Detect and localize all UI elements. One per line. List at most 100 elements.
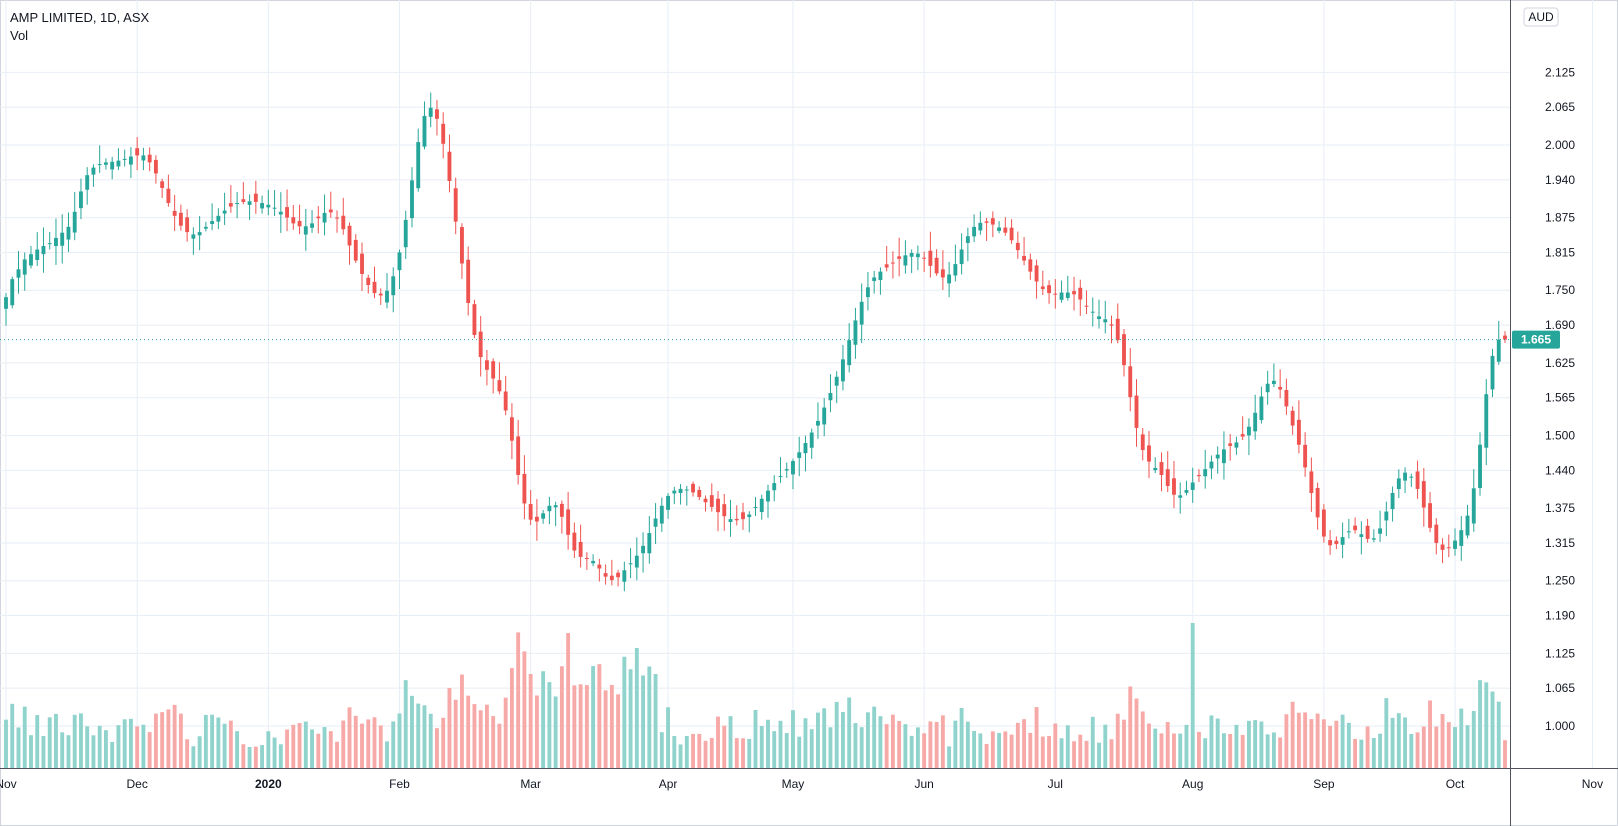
candle-up (803, 443, 808, 454)
candle-up (1222, 449, 1226, 464)
volume-bar (391, 721, 396, 768)
x-tick-label: Jul (1048, 777, 1063, 791)
volume-bar (497, 723, 502, 768)
volume-bar (153, 713, 158, 768)
volume-bar (566, 633, 571, 768)
volume-bar (703, 740, 708, 768)
candle-down (160, 181, 165, 188)
candle-up (35, 249, 40, 260)
candle-up (210, 221, 215, 225)
candle-down (1428, 503, 1432, 528)
volume-bar (509, 668, 514, 768)
candle-up (1190, 482, 1195, 490)
volume-bar (378, 725, 383, 768)
volume-bar (1503, 740, 1507, 768)
y-tick-label: 1.690 (1545, 318, 1575, 332)
volume-bar (1190, 623, 1195, 768)
candle-up (41, 246, 46, 255)
volume-bar (584, 685, 589, 768)
volume-bar (1034, 707, 1039, 768)
candle-down (253, 193, 258, 202)
volume-bar (890, 714, 895, 768)
volume-bar (1078, 734, 1083, 768)
x-tick-label: Nov (1582, 777, 1603, 791)
volume-bar (503, 697, 508, 768)
volume-bar (4, 719, 8, 768)
candle-up (1090, 311, 1095, 313)
candle-down (1303, 444, 1308, 468)
volume-bar (1471, 711, 1476, 768)
volume-bar (915, 727, 920, 768)
candle-up (278, 211, 283, 215)
volume-bar (1403, 717, 1408, 768)
volume-bar (441, 717, 446, 768)
candle-down (1040, 286, 1045, 290)
volume-bar (435, 728, 439, 768)
candle-up (1396, 478, 1401, 490)
candle-down (1365, 525, 1370, 539)
candle-up (959, 249, 964, 265)
currency-badge[interactable]: AUD (1523, 7, 1559, 27)
volume-bar (1047, 735, 1051, 768)
volume-bar (203, 714, 208, 768)
candle-down (135, 148, 140, 156)
candle-up (859, 301, 864, 325)
volume-bar (828, 727, 833, 768)
candle-down (697, 489, 702, 498)
candle-up (1259, 396, 1264, 421)
candle-up (1403, 472, 1408, 481)
candle-down (1009, 227, 1014, 241)
volume-bar (491, 716, 496, 768)
candle-down (372, 281, 377, 294)
volume-bar (722, 725, 727, 768)
volume-bar (1228, 733, 1233, 768)
candle-up (428, 107, 433, 117)
volume-bar (1197, 731, 1201, 768)
candle-up (653, 518, 658, 527)
candle-down (185, 217, 190, 233)
volume-bar (541, 671, 546, 768)
volume-bar (1434, 726, 1439, 768)
candle-up (16, 269, 21, 278)
volume-bar (1084, 740, 1089, 768)
volume-bar (1296, 712, 1301, 768)
candle-up (385, 290, 389, 303)
volume-bar (922, 733, 927, 768)
volume-bar (235, 731, 240, 768)
candle-up (747, 514, 752, 518)
volume-bar (1184, 724, 1189, 768)
volume-bar (66, 735, 71, 768)
candle-down (1309, 471, 1314, 493)
volume-bar (1209, 715, 1214, 768)
volume-bar (185, 739, 190, 768)
candle-up (141, 155, 146, 161)
y-tick-label: 1.125 (1545, 646, 1575, 660)
volume-bar (622, 656, 627, 768)
volume-bar (1340, 714, 1345, 768)
volume-bar (559, 666, 564, 768)
candle-down (1109, 324, 1114, 326)
candle-up (797, 452, 802, 458)
volume-bar (141, 724, 146, 768)
candle-up (541, 513, 546, 519)
volume-bar (1203, 738, 1208, 768)
volume-bar (865, 712, 870, 768)
candle-up (909, 253, 914, 257)
volume-bar (272, 737, 277, 768)
volume-bar (1409, 734, 1414, 768)
candle-up (947, 274, 952, 284)
volume-bar (260, 745, 265, 768)
candle-up (4, 297, 8, 309)
volume-bar (872, 706, 877, 768)
chart-title: AMP LIMITED, 1D, ASX (10, 10, 150, 25)
y-tick-label: 1.065 (1545, 681, 1575, 695)
volume-bar (609, 684, 614, 768)
candle-up (778, 476, 783, 478)
volume-bar (147, 732, 152, 768)
volume-bar (191, 746, 196, 768)
y-tick-label: 1.440 (1545, 463, 1575, 477)
volume-bar (1328, 725, 1333, 768)
volume-bar (647, 666, 652, 768)
